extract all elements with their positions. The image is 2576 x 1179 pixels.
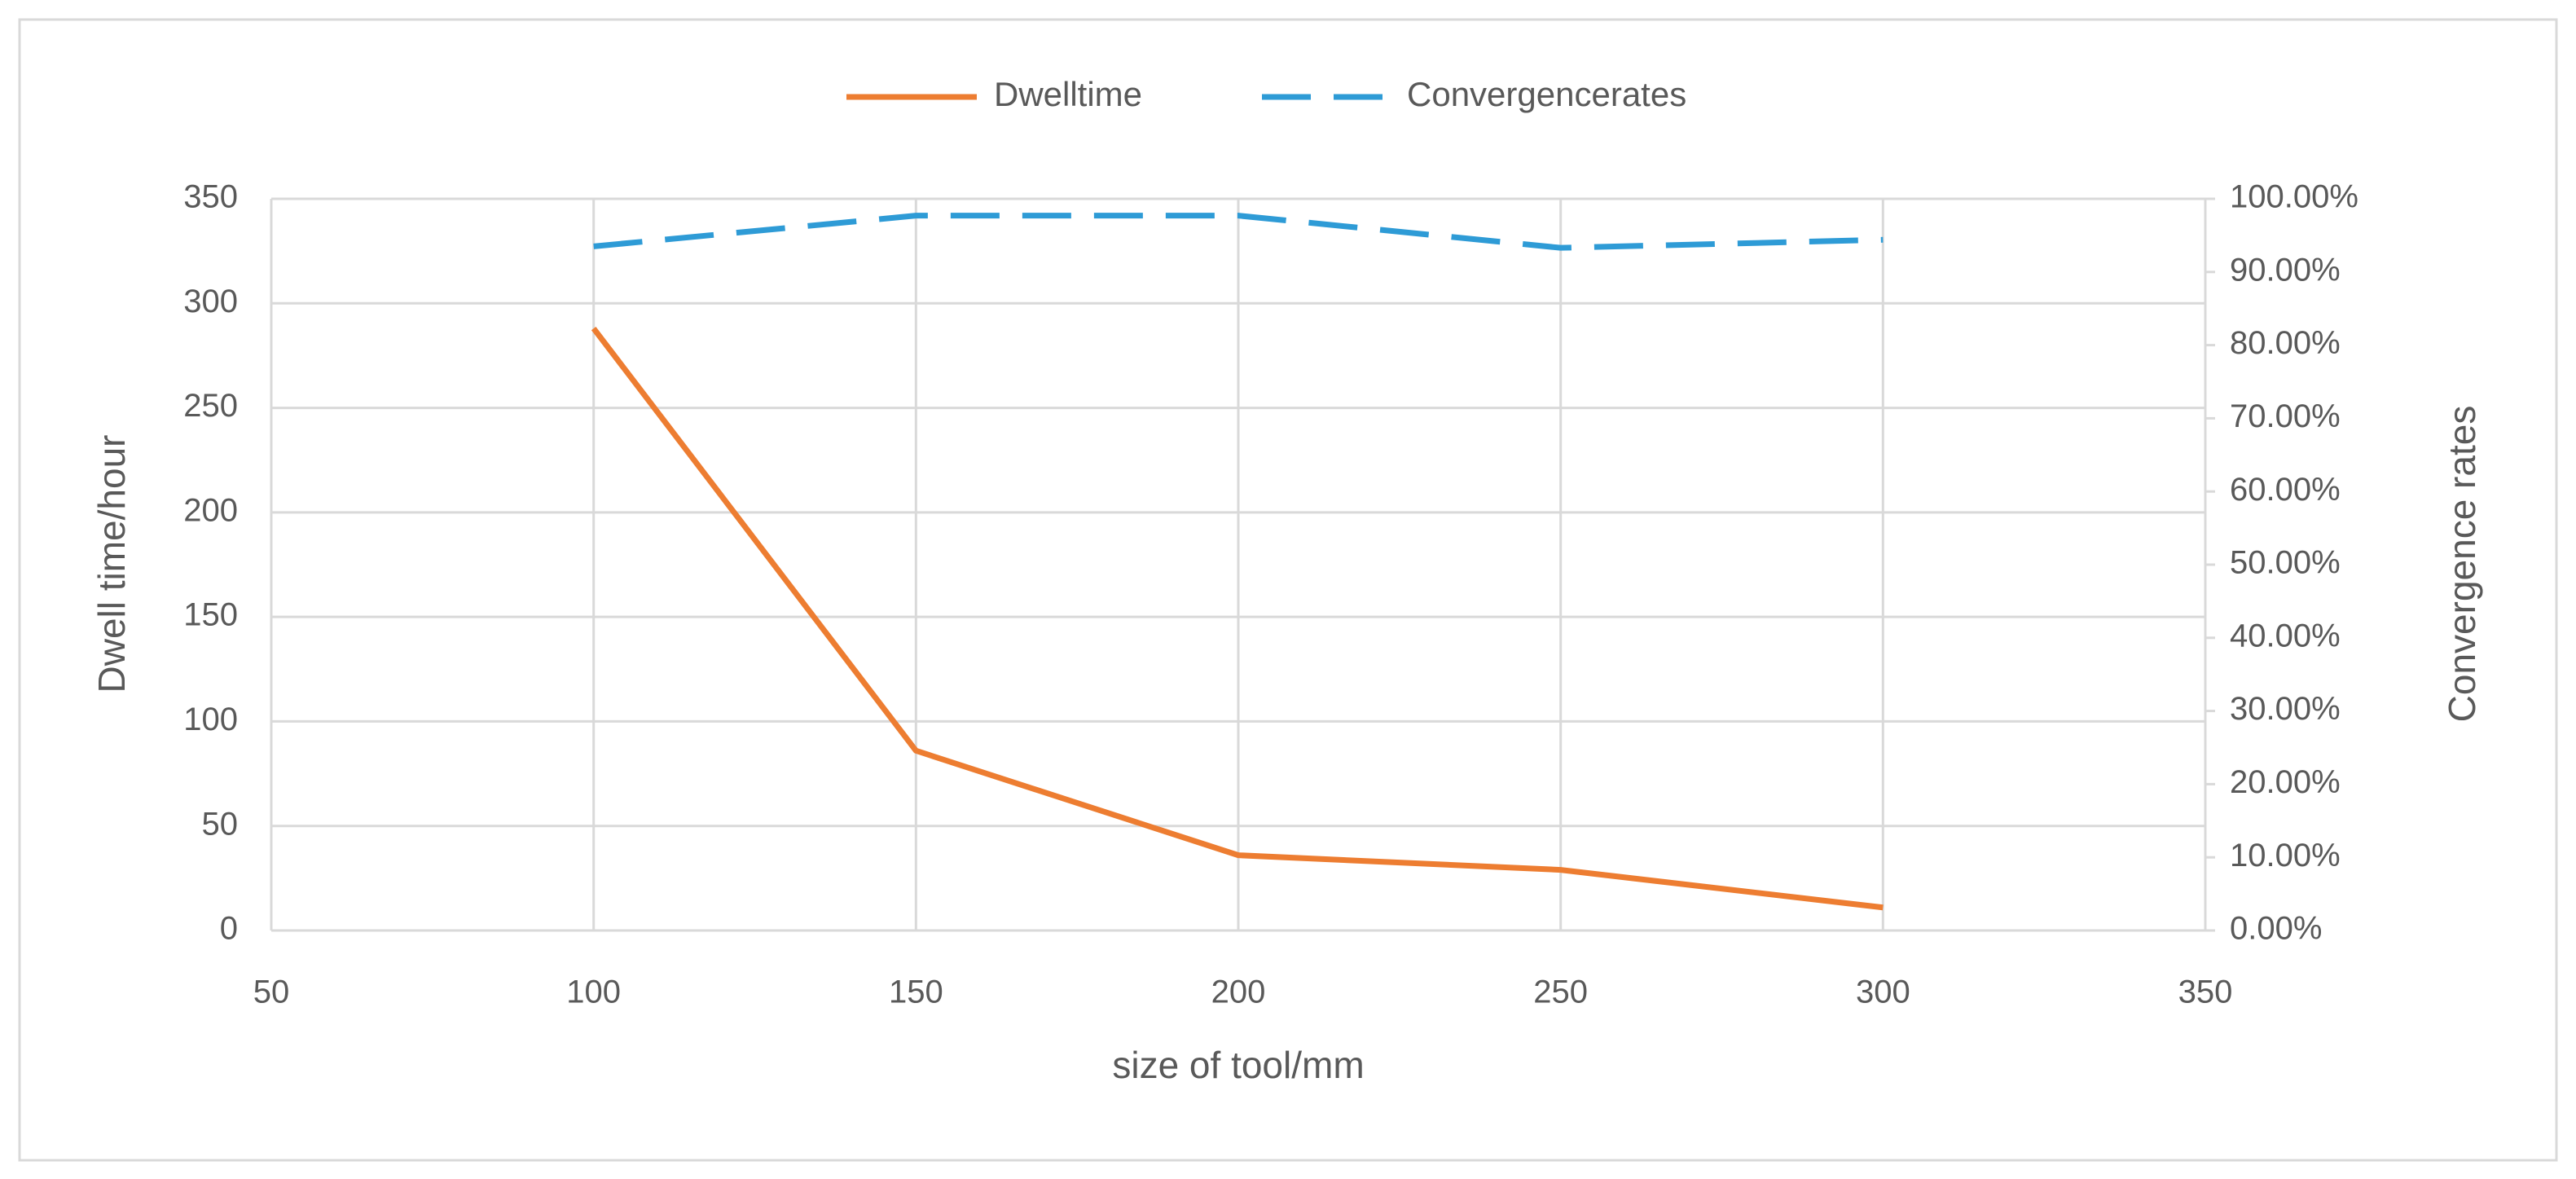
x-axis-title: size of tool/mm	[1112, 1044, 1364, 1086]
y2-tick-label: 30.00%	[2230, 691, 2341, 727]
y-tick-label: 150	[183, 597, 238, 633]
x-tick-label: 50	[253, 974, 290, 1010]
x-tick-label: 300	[1856, 974, 1910, 1010]
y-tick-label: 0	[220, 911, 238, 947]
y-tick-label: 200	[183, 492, 238, 528]
y2-tick-label: 70.00%	[2230, 398, 2341, 434]
y2-tick-label: 90.00%	[2230, 252, 2341, 288]
y2-tick-label: 60.00%	[2230, 472, 2341, 508]
y2-tick-label: 20.00%	[2230, 764, 2341, 800]
x-tick-label: 350	[2178, 974, 2233, 1010]
x-tick-label: 200	[1211, 974, 1266, 1010]
y2-tick-label: 10.00%	[2230, 838, 2341, 873]
y-tick-label: 50	[202, 806, 239, 842]
y2-tick-label: 50.00%	[2230, 545, 2341, 581]
y-tick-label: 250	[183, 388, 238, 424]
chart-border	[18, 18, 2558, 1162]
y-tick-label: 100	[183, 702, 238, 737]
y2-tick-label: 0.00%	[2230, 911, 2322, 947]
y2-tick-label: 100.00%	[2230, 179, 2358, 215]
x-tick-label: 250	[1533, 974, 1588, 1010]
series-line	[593, 213, 1884, 251]
y2-axis-title: Convergence rates	[2441, 406, 2483, 723]
x-tick-label: 100	[566, 974, 621, 1010]
legend-label: Convergencerates	[1407, 75, 1686, 113]
y-tick-label: 300	[183, 284, 238, 319]
y-tick-label: 350	[183, 179, 238, 215]
y2-tick-label: 80.00%	[2230, 325, 2341, 361]
y-axis-title: Dwell time/hour	[90, 435, 133, 693]
legend-label: Dwelltime	[994, 75, 1142, 113]
series-line	[591, 326, 1884, 911]
x-tick-label: 150	[889, 974, 943, 1010]
y2-tick-label: 40.00%	[2230, 618, 2341, 653]
